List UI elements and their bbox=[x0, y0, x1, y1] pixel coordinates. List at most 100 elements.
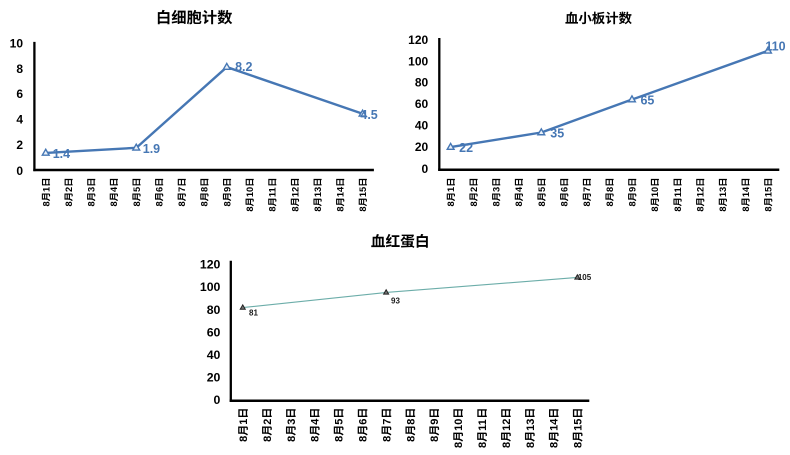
svg-text:8: 8 bbox=[501, 442, 513, 448]
svg-text:8: 8 bbox=[628, 201, 638, 206]
svg-text:12: 12 bbox=[696, 187, 706, 197]
svg-text:35: 35 bbox=[550, 127, 564, 141]
svg-text:8: 8 bbox=[286, 436, 298, 442]
svg-text:8: 8 bbox=[525, 442, 537, 448]
svg-text:8: 8 bbox=[477, 442, 489, 448]
svg-text:4: 4 bbox=[310, 418, 322, 425]
svg-text:8: 8 bbox=[741, 206, 751, 211]
svg-text:8: 8 bbox=[764, 206, 774, 211]
svg-text:8: 8 bbox=[16, 62, 23, 76]
svg-text:20: 20 bbox=[207, 371, 221, 385]
svg-text:8: 8 bbox=[200, 187, 210, 192]
svg-text:65: 65 bbox=[640, 93, 654, 107]
svg-text:8: 8 bbox=[290, 206, 300, 211]
svg-text:13: 13 bbox=[313, 187, 323, 197]
svg-text:93: 93 bbox=[391, 297, 400, 306]
svg-text:8: 8 bbox=[405, 436, 417, 442]
svg-text:8: 8 bbox=[605, 187, 615, 192]
svg-text:8: 8 bbox=[381, 436, 393, 442]
svg-text:1.4: 1.4 bbox=[53, 147, 70, 161]
svg-text:8: 8 bbox=[313, 206, 323, 211]
svg-text:105: 105 bbox=[578, 273, 592, 282]
svg-text:8: 8 bbox=[222, 201, 232, 206]
svg-text:40: 40 bbox=[207, 348, 221, 362]
svg-text:1: 1 bbox=[238, 419, 250, 425]
svg-text:10: 10 bbox=[245, 187, 255, 197]
svg-text:14: 14 bbox=[336, 186, 346, 197]
svg-text:8: 8 bbox=[560, 201, 570, 206]
svg-text:8: 8 bbox=[268, 206, 278, 211]
svg-text:8: 8 bbox=[87, 201, 97, 206]
svg-text:11: 11 bbox=[673, 187, 683, 197]
svg-text:14: 14 bbox=[741, 186, 751, 197]
svg-text:60: 60 bbox=[207, 325, 221, 339]
svg-text:40: 40 bbox=[415, 119, 429, 133]
svg-text:2: 2 bbox=[469, 187, 479, 192]
svg-text:8: 8 bbox=[650, 206, 660, 211]
svg-text:8: 8 bbox=[405, 419, 417, 425]
svg-text:81: 81 bbox=[249, 309, 258, 318]
svg-text:9: 9 bbox=[222, 187, 232, 192]
svg-text:1.9: 1.9 bbox=[143, 142, 160, 156]
svg-text:80: 80 bbox=[207, 303, 221, 317]
svg-text:7: 7 bbox=[381, 419, 393, 425]
svg-text:13: 13 bbox=[525, 419, 537, 431]
svg-text:8: 8 bbox=[154, 201, 164, 206]
svg-text:15: 15 bbox=[764, 187, 774, 197]
svg-text:0: 0 bbox=[422, 162, 429, 176]
svg-text:6: 6 bbox=[560, 187, 570, 192]
svg-text:3: 3 bbox=[87, 187, 97, 192]
svg-text:1: 1 bbox=[446, 187, 456, 192]
svg-text:8: 8 bbox=[334, 436, 346, 442]
svg-text:8.2: 8.2 bbox=[235, 60, 252, 74]
svg-text:8: 8 bbox=[537, 201, 547, 206]
svg-text:8: 8 bbox=[64, 201, 74, 206]
svg-text:8: 8 bbox=[453, 442, 465, 448]
svg-text:7: 7 bbox=[582, 187, 592, 192]
svg-text:60: 60 bbox=[415, 97, 429, 111]
svg-text:10: 10 bbox=[650, 187, 660, 197]
svg-text:4.5: 4.5 bbox=[360, 108, 377, 122]
svg-text:9: 9 bbox=[628, 187, 638, 192]
svg-text:7: 7 bbox=[177, 187, 187, 192]
svg-text:4: 4 bbox=[16, 112, 23, 126]
svg-text:5: 5 bbox=[537, 187, 547, 192]
svg-text:8: 8 bbox=[336, 206, 346, 211]
svg-text:3: 3 bbox=[286, 419, 298, 425]
svg-text:13: 13 bbox=[718, 187, 728, 197]
svg-text:6: 6 bbox=[357, 419, 369, 425]
svg-text:8: 8 bbox=[582, 201, 592, 206]
svg-text:11: 11 bbox=[477, 419, 489, 431]
svg-text:8: 8 bbox=[549, 442, 561, 448]
svg-text:8: 8 bbox=[429, 436, 441, 442]
svg-text:8: 8 bbox=[573, 442, 585, 448]
svg-text:0: 0 bbox=[16, 164, 23, 178]
svg-text:10: 10 bbox=[10, 36, 24, 50]
svg-text:8: 8 bbox=[446, 201, 456, 206]
svg-text:15: 15 bbox=[358, 187, 368, 197]
svg-text:100: 100 bbox=[408, 54, 428, 68]
svg-text:8: 8 bbox=[605, 201, 615, 206]
svg-text:120: 120 bbox=[200, 257, 221, 271]
svg-text:100: 100 bbox=[200, 280, 221, 294]
svg-text:12: 12 bbox=[290, 187, 300, 197]
svg-text:8: 8 bbox=[262, 436, 274, 442]
svg-text:5: 5 bbox=[334, 419, 346, 425]
svg-text:9: 9 bbox=[429, 419, 441, 425]
svg-text:0: 0 bbox=[214, 393, 221, 407]
svg-text:12: 12 bbox=[501, 419, 513, 431]
svg-text:8: 8 bbox=[492, 201, 502, 206]
svg-text:5: 5 bbox=[132, 187, 142, 192]
svg-text:80: 80 bbox=[415, 76, 429, 90]
svg-text:14: 14 bbox=[549, 418, 561, 431]
svg-text:8: 8 bbox=[41, 201, 51, 206]
svg-text:8: 8 bbox=[469, 201, 479, 206]
svg-text:2: 2 bbox=[262, 419, 274, 425]
svg-text:8: 8 bbox=[245, 206, 255, 211]
svg-text:110: 110 bbox=[765, 39, 785, 53]
svg-text:6: 6 bbox=[154, 187, 164, 192]
svg-text:10: 10 bbox=[453, 419, 465, 431]
svg-text:8: 8 bbox=[238, 436, 250, 442]
svg-text:11: 11 bbox=[268, 187, 278, 197]
svg-text:4: 4 bbox=[514, 186, 524, 192]
